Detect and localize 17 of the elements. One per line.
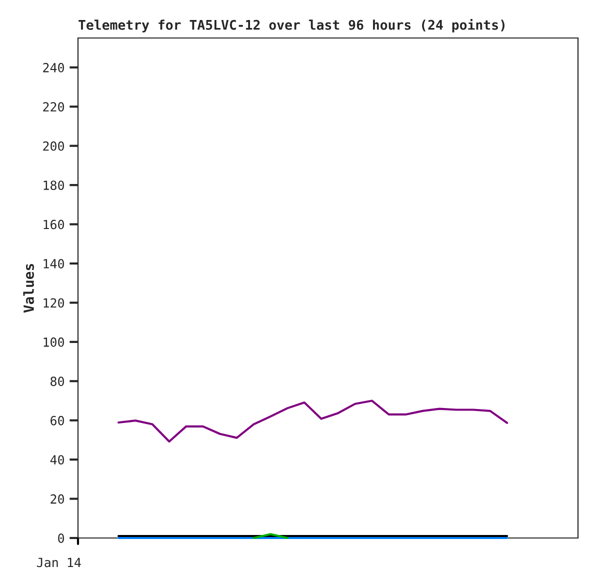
y-tick-label: 200: [43, 141, 64, 151]
y-tick-label: 120: [44, 298, 64, 308]
chart-title: Telemetry for TA5LVC-12 over last 96 hours (24 points): [78, 18, 504, 32]
y-axis-title: Values: [23, 264, 34, 313]
y-tick-label: 60: [50, 416, 64, 426]
y-tick-label: 160: [44, 220, 64, 230]
y-tick-label: 100: [44, 337, 64, 347]
y-tick-label: 40: [50, 455, 64, 465]
line-series: [117, 400, 508, 443]
y-tick-label: 180: [44, 180, 64, 190]
y-tick-label: 20: [50, 494, 64, 504]
y-tick-label: 240: [43, 62, 64, 72]
y-tick-label: 0: [58, 534, 64, 543]
text: Jan 14: [37, 558, 81, 568]
y-tick-label: 80: [50, 376, 64, 386]
y-tick-label: 140: [44, 258, 64, 268]
y-tick-label: 220: [43, 102, 64, 112]
